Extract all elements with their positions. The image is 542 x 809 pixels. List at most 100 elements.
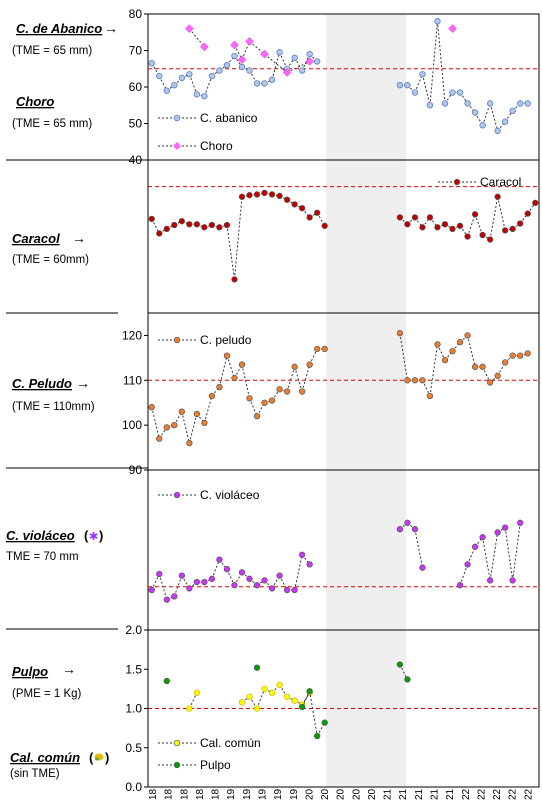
series-connector — [173, 575, 183, 597]
data-point — [298, 205, 306, 212]
data-point — [171, 221, 178, 229]
x-tick-label: 20 — [336, 788, 347, 800]
data-point — [238, 699, 246, 706]
data-point — [231, 276, 238, 283]
x-tick-label: 18 — [195, 788, 206, 800]
data-point — [306, 561, 313, 568]
data-point — [419, 564, 426, 571]
data-point — [178, 218, 185, 225]
data-point — [156, 570, 163, 578]
data-point — [223, 221, 231, 229]
data-point — [208, 392, 216, 400]
data-point — [321, 719, 328, 726]
data-point — [201, 419, 208, 427]
data-point — [298, 703, 306, 711]
x-tick-label: 22 — [461, 788, 472, 800]
data-point — [193, 410, 201, 418]
data-point — [246, 575, 253, 582]
data-point — [306, 51, 313, 58]
series-connector — [279, 52, 288, 69]
data-point — [524, 210, 531, 217]
series-connector — [218, 355, 228, 388]
x-tick-label: 21 — [398, 788, 409, 800]
data-point — [502, 524, 509, 531]
panel5-title: Pulpo — [12, 664, 48, 679]
series-connector — [414, 529, 423, 568]
data-point — [283, 693, 291, 700]
data-point — [261, 189, 268, 197]
panel3-title: C. Peludo — [12, 376, 72, 391]
series-connector — [241, 364, 250, 399]
data-point — [276, 192, 283, 200]
data-point — [471, 543, 479, 550]
data-point — [404, 82, 411, 89]
data-point — [283, 196, 291, 203]
data-point — [178, 408, 185, 415]
data-point — [291, 697, 298, 704]
data-point — [261, 577, 268, 584]
data-point — [186, 585, 193, 592]
data-point — [404, 519, 411, 526]
data-point — [517, 100, 524, 107]
series-connector — [437, 344, 446, 361]
series-connector — [188, 28, 205, 48]
data-point — [253, 582, 261, 589]
series-connector — [482, 366, 491, 383]
data-point — [419, 377, 426, 384]
y-tick-label: 2.0 — [125, 623, 142, 637]
data-point — [456, 339, 464, 346]
data-point — [471, 363, 479, 370]
series-connector — [203, 75, 213, 97]
data-point — [411, 89, 419, 96]
data-point — [502, 118, 509, 125]
x-tick-label: 18 — [164, 788, 175, 800]
series-connector — [226, 224, 235, 280]
series-connector — [497, 196, 506, 231]
data-point — [186, 439, 193, 447]
data-point — [171, 593, 178, 600]
data-point — [238, 63, 246, 71]
data-point — [193, 91, 201, 98]
x-tick-label: 20 — [320, 788, 331, 800]
panel2-subtitle: (TME = 60mm) — [12, 254, 89, 266]
data-point — [426, 214, 434, 221]
data-point — [268, 397, 276, 404]
series-connector — [301, 691, 311, 708]
data-point — [306, 688, 313, 695]
x-tick-label: 22 — [508, 788, 519, 800]
data-point — [193, 689, 201, 696]
data-point — [434, 18, 441, 25]
data-point — [185, 24, 194, 33]
legend-label: Pulpo — [200, 758, 231, 772]
data-point — [260, 49, 269, 59]
data-point — [276, 49, 283, 56]
octopus-icon — [94, 753, 104, 761]
legend-marker — [173, 142, 181, 150]
series-connector — [436, 21, 446, 104]
panel3-arrow: → — [76, 375, 90, 391]
data-point — [253, 191, 261, 198]
panel5b-paren-open: ( — [89, 750, 94, 765]
data-point — [404, 377, 411, 384]
data-point — [396, 214, 404, 221]
legend-label: Cal. común — [200, 736, 261, 750]
data-point — [509, 225, 516, 233]
data-point — [464, 233, 471, 240]
data-point — [471, 109, 479, 116]
data-point — [253, 705, 261, 712]
data-point — [494, 127, 501, 134]
data-point — [237, 55, 247, 64]
series-connector — [211, 559, 220, 579]
y-tick-label: 70 — [129, 44, 143, 58]
data-point — [261, 399, 268, 406]
data-point — [246, 192, 253, 199]
data-point — [494, 193, 501, 200]
data-point — [178, 74, 185, 82]
series-connector — [512, 522, 521, 581]
data-point — [509, 577, 516, 584]
data-point — [231, 374, 238, 382]
panel1b-subtitle: (TME = 65 mm) — [12, 118, 92, 130]
data-point — [208, 72, 216, 80]
data-point — [517, 519, 524, 526]
data-point — [502, 359, 509, 366]
